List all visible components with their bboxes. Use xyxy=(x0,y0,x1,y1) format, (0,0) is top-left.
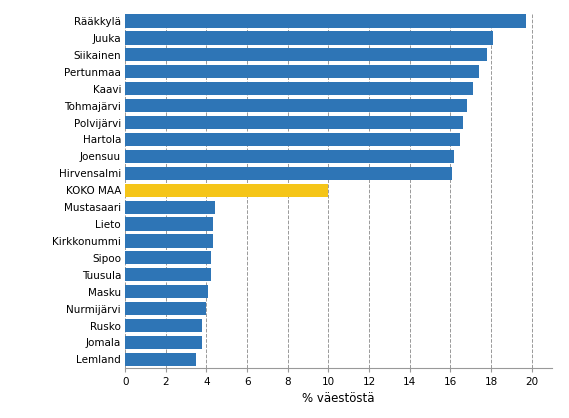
Bar xyxy=(125,336,203,349)
Bar xyxy=(125,82,473,95)
Bar xyxy=(125,31,493,45)
X-axis label: % väestöstä: % väestöstä xyxy=(302,393,375,405)
Bar xyxy=(125,319,203,332)
Bar xyxy=(125,48,487,61)
Bar xyxy=(125,14,526,28)
Bar xyxy=(125,251,211,265)
Bar xyxy=(125,99,467,112)
Bar xyxy=(125,353,196,366)
Bar xyxy=(125,201,215,214)
Bar xyxy=(125,268,211,281)
Bar xyxy=(125,167,452,180)
Bar xyxy=(125,116,463,129)
Bar xyxy=(125,150,455,163)
Bar xyxy=(125,133,460,146)
Bar xyxy=(125,234,213,247)
Bar xyxy=(125,65,479,78)
Bar xyxy=(125,217,213,231)
Bar xyxy=(125,302,207,315)
Bar xyxy=(125,184,328,197)
Bar xyxy=(125,285,208,298)
